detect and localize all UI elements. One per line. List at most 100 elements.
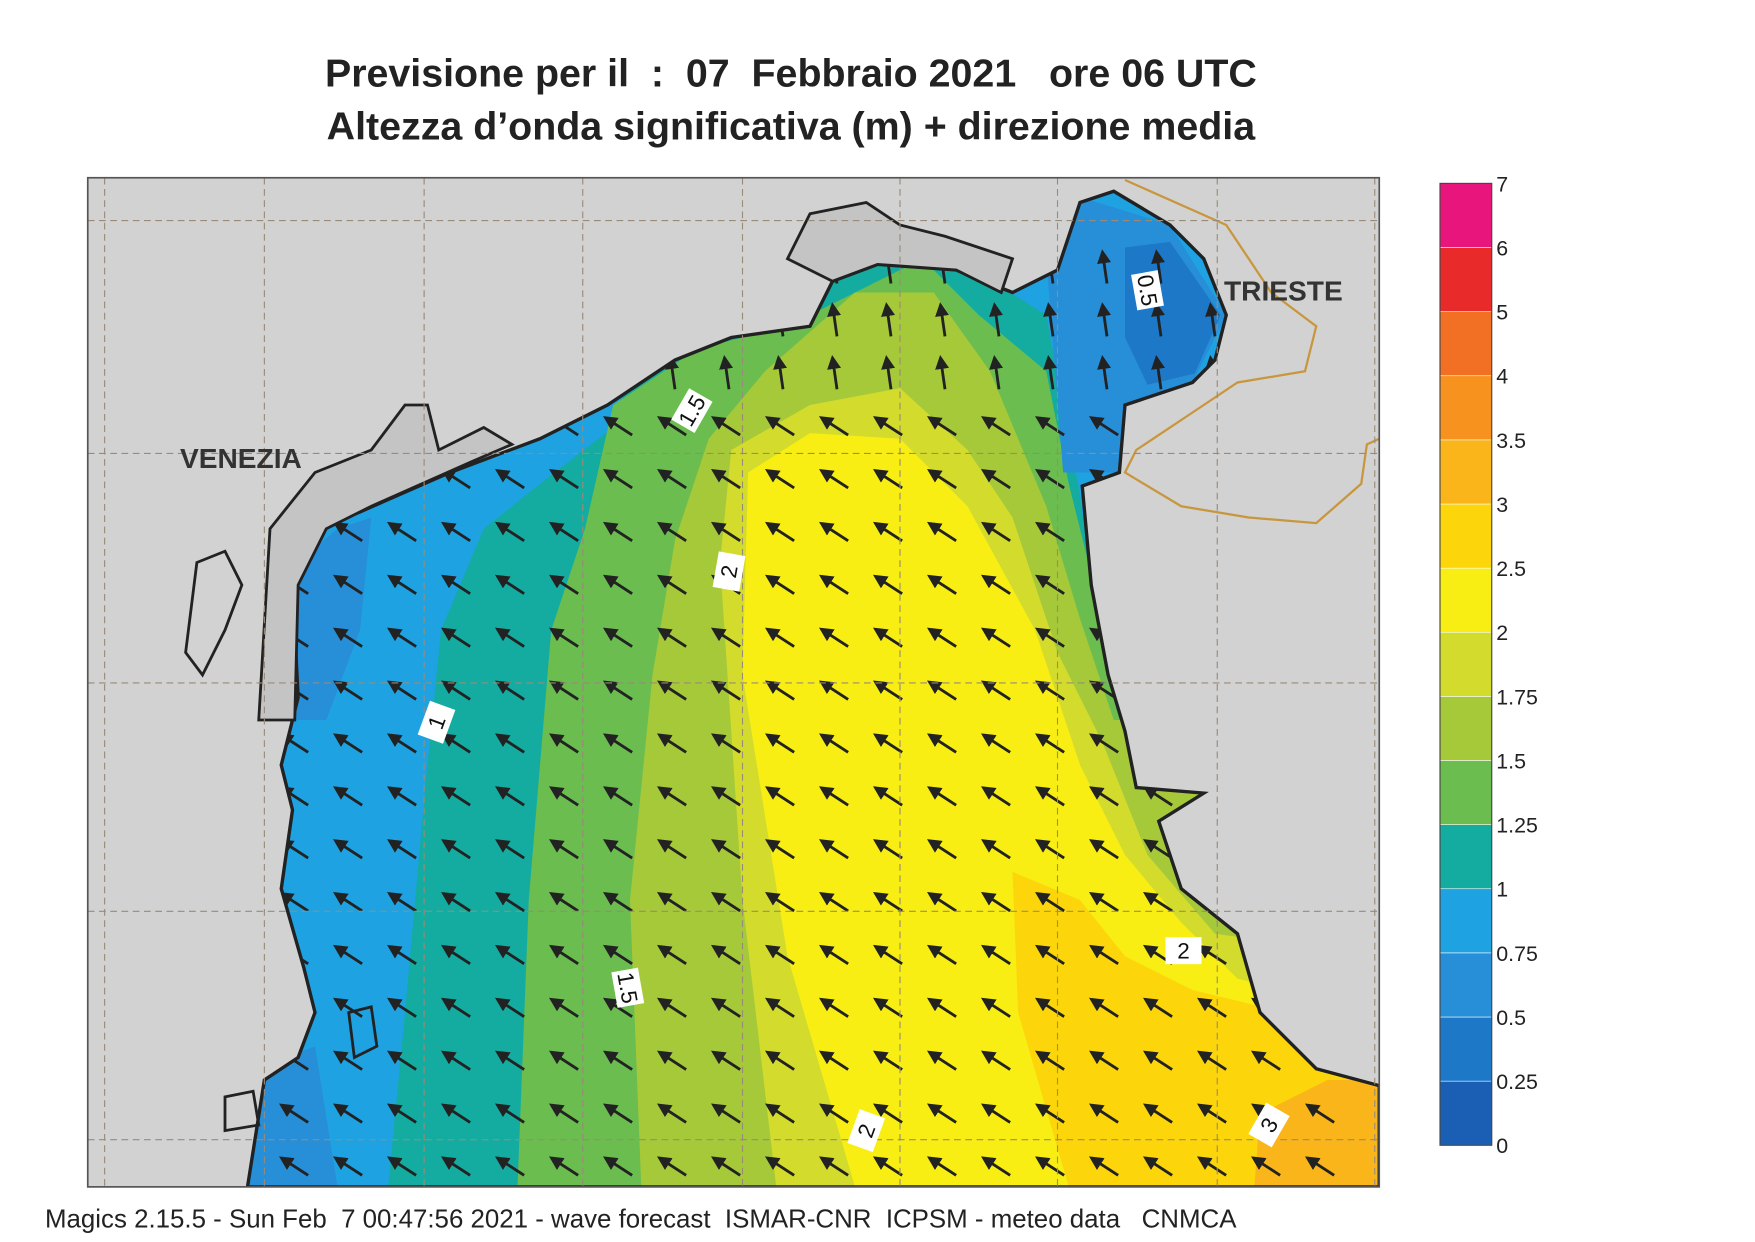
wave-arrow [441,839,471,860]
wave-arrow [819,786,849,807]
wave-arrow [441,1156,471,1177]
wave-arrow [711,786,741,807]
wave-arrow [765,786,795,807]
wave-arrow [711,733,741,754]
wave-arrow [387,1103,417,1124]
wave-arrow [1035,786,1065,807]
title: Previsione per il : 07 Febbraio 2021 ore… [325,52,1257,96]
wave-arrow [657,892,687,913]
wave-arrow [333,1156,363,1177]
wave-arrow [1143,1156,1173,1177]
wave-arrow [549,786,579,807]
wave-arrow [765,892,795,913]
wave-arrow [333,1050,363,1071]
wave-arrow [657,1050,687,1071]
wave-arrow [981,416,1011,437]
colorbar-tick-label: 1.75 [1496,685,1538,709]
wave-arrow [549,997,579,1018]
wave-arrow [881,354,896,390]
wave-arrow [711,997,741,1018]
wave-arrow [765,839,795,860]
wave-arrow [711,1156,741,1177]
wave-arrow [927,574,957,595]
wave-arrow [495,627,525,648]
wave-arrow [981,786,1011,807]
wave-arrow [819,521,849,542]
wave-arrow [603,1156,633,1177]
colorbar-band [1439,760,1493,825]
colorbar-tick-label: 7 [1496,172,1508,196]
colorbar-band [1439,1016,1493,1082]
wave-arrow [333,997,363,1018]
wave-arrow [981,574,1011,595]
wave-arrow [387,1050,417,1071]
wave-arrow [981,627,1011,648]
wave-arrow [711,1103,741,1124]
wave-arrow [765,521,795,542]
contour-label: 2 [712,551,746,592]
wave-arrow [1089,1103,1119,1124]
wave-arrow [981,1050,1011,1071]
wave-arrow [711,627,741,648]
wave-arrow [765,627,795,648]
wave-arrow [927,997,957,1018]
wave-arrow [989,354,1004,390]
wave-arrow [873,574,903,595]
wave-arrow [657,521,687,542]
wave-arrow [981,839,1011,860]
wave-arrow [549,733,579,754]
wave-arrow [873,786,903,807]
border-line [1123,178,1380,525]
contour-label-box [847,1109,886,1153]
wave-arrow [711,469,741,490]
wave-arrow [819,892,849,913]
wave-arrow [1035,733,1065,754]
wave-arrow [603,627,633,648]
wave-arrow [657,469,687,490]
wave-arrow [711,521,741,542]
wave-arrow [495,521,525,542]
wave-arrow [1089,839,1119,860]
wave-arrow [927,521,957,542]
wave-arrow [819,733,849,754]
wave-arrow [1197,997,1227,1018]
wave-arrow [1205,302,1220,337]
wave-arrow [549,469,579,490]
wave-arrow [765,1050,795,1071]
wave-arrow [765,1103,795,1124]
wave-arrow [441,786,471,807]
wave-arrow [549,680,579,701]
lagoon-land [347,1005,379,1060]
wave-arrow [603,839,633,860]
wave-arrow [711,680,741,701]
wave-arrow [1035,839,1065,860]
colorbar-tick-label: 6 [1496,236,1508,260]
map [87,177,1380,1187]
wave-arrow [333,574,363,595]
contour-label-text: 2 [716,563,743,580]
contour-label-box [417,700,456,744]
wave-arrow [1097,354,1112,390]
colorbar: 0 0.25 0.5 0.75 1 1.25 1.5 1.75 2 2.5 3 3.5 4 5 6 7 [1439,172,1538,1158]
wave-arrow [603,997,633,1018]
wave-arrow [1089,997,1119,1018]
wave-arrow [1035,680,1065,701]
wave-arrow [333,733,363,754]
colorbar-band [1439,375,1493,441]
wave-arrow [1097,249,1112,284]
wave-arrow [1035,892,1065,913]
colorbar-tick-label: 4 [1496,365,1508,389]
footer: Magics 2.15.5 - Sun Feb 7 00:47:56 2021 … [45,1205,1237,1233]
wave-arrow [765,1156,795,1177]
wave-arrow [935,354,950,390]
wave-arrow [657,997,687,1018]
wave-arrow [989,302,1004,337]
colorbar-band [1439,952,1493,1018]
wave-arrow [333,839,363,860]
wave-arrow [711,839,741,860]
wave-arrow [765,416,795,437]
city-label: VENEZIA [180,443,302,474]
wave-arrow [549,1156,579,1177]
city-label: TRIESTE [1224,275,1343,306]
